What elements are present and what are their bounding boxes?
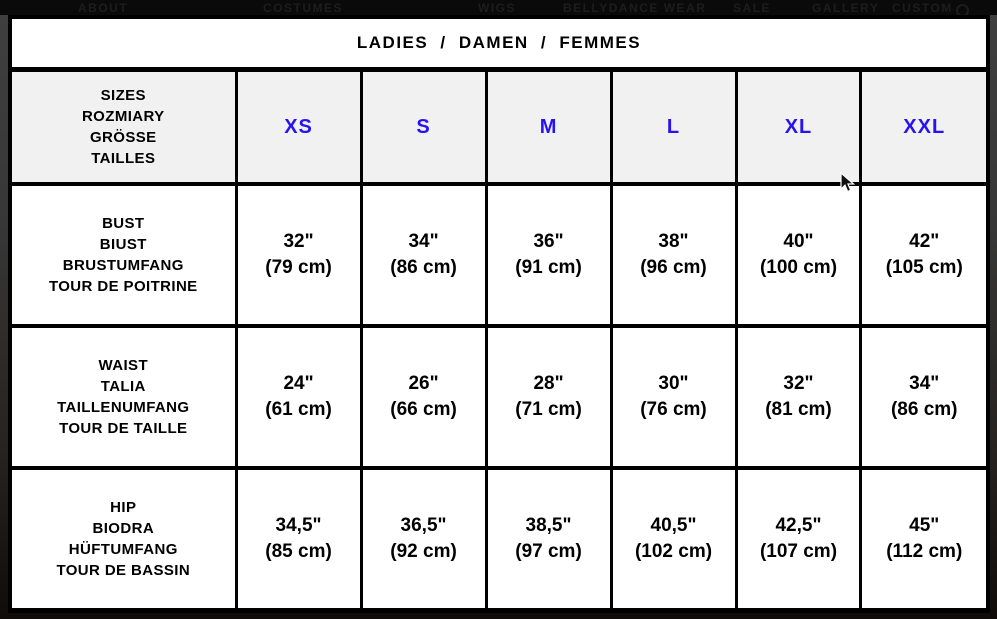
measurement-label-line: BIUST	[99, 236, 147, 253]
measurement-inches: 28"	[533, 373, 564, 394]
measurement-cell: 34" (86 cm)	[359, 182, 488, 328]
measurement-inches: 30"	[658, 373, 689, 394]
measurement-inches: 36,5"	[400, 515, 447, 536]
measurement-cm: (107 cm)	[759, 541, 838, 562]
measurement-label-line: HÜFTUMFANG	[68, 541, 178, 558]
measurement-row-label: HIP BIODRA HÜFTUMFANG TOUR DE BASSIN	[12, 466, 238, 608]
measurement-inches: 26"	[408, 373, 439, 394]
size-header-row: SIZES ROZMIARY GRÖSSE TAILLES XS S M L XL XXL	[12, 72, 986, 186]
measurement-cell: 34,5" (85 cm)	[234, 466, 363, 608]
chart-title: LADIES / DAMEN / FEMMES	[12, 19, 986, 72]
nav-item-wigs[interactable]: WIGS	[478, 1, 516, 15]
nav-item-custom[interactable]: CUSTOM	[892, 1, 953, 15]
measurement-cell: 28" (71 cm)	[484, 324, 613, 470]
measurement-cm: (61 cm)	[265, 399, 332, 420]
nav-item-sale[interactable]: SALE	[733, 1, 772, 15]
measurement-cm: (76 cm)	[640, 399, 707, 420]
size-column-header-xxl: XXL	[859, 72, 986, 186]
measurement-cell: 24" (61 cm)	[234, 324, 363, 470]
size-column-header-xs: XS	[234, 72, 363, 186]
measurement-cell: 38,5" (97 cm)	[484, 466, 613, 608]
measurement-cm: (91 cm)	[515, 257, 582, 278]
measurement-cm: (66 cm)	[390, 399, 457, 420]
measurement-inches: 42"	[909, 231, 940, 252]
measurement-cm: (112 cm)	[886, 541, 963, 562]
top-nav: ABOUT COSTUMES WIGS BELLYDANCE WEAR SALE…	[0, 0, 997, 15]
measurement-inches: 34"	[408, 231, 439, 252]
measurement-cm: (96 cm)	[640, 257, 707, 278]
page-background: LADIES / DAMEN / FEMMES SIZES ROZMIARY GRÖ…	[0, 15, 997, 619]
measurement-cell: 26" (66 cm)	[359, 324, 488, 470]
nav-item-about[interactable]: ABOUT	[78, 1, 129, 15]
measurement-cell: 38" (96 cm)	[609, 182, 738, 328]
measurement-inches: 40"	[783, 231, 814, 252]
measurement-cell: 42,5" (107 cm)	[734, 466, 863, 608]
measurement-cell: 32" (81 cm)	[734, 324, 863, 470]
measurement-inches: 36"	[533, 231, 564, 252]
measurement-cm: (97 cm)	[515, 541, 582, 562]
measurement-cm: (81 cm)	[765, 399, 832, 420]
measurement-label-line: TALIA	[100, 378, 146, 395]
size-column-header-xl: XL	[734, 72, 863, 186]
measurement-cm: (86 cm)	[890, 399, 958, 420]
measurement-inches: 24"	[283, 373, 314, 394]
sizes-label-cell: SIZES ROZMIARY GRÖSSE TAILLES	[12, 72, 238, 186]
account-icon[interactable]	[956, 4, 969, 15]
measurement-row: WAIST TALIA TAILLENUMFANG TOUR DE TAILLE 24"…	[12, 324, 986, 470]
measurement-row: HIP BIODRA HÜFTUMFANG TOUR DE BASSIN 34,5" (8…	[12, 466, 986, 608]
size-chart-card: LADIES / DAMEN / FEMMES SIZES ROZMIARY GRÖ…	[8, 15, 990, 613]
measurement-row-label: WAIST TALIA TAILLENUMFANG TOUR DE TAILLE	[12, 324, 238, 470]
measurement-inches: 40,5"	[650, 515, 697, 536]
measurement-label-line: BIODRA	[92, 520, 155, 537]
measurement-cell: 42" (105 cm)	[859, 182, 986, 328]
measurement-cell: 36,5" (92 cm)	[359, 466, 488, 608]
measurement-label-line: BRUSTUMFANG	[62, 257, 184, 274]
sizes-label-line: SIZES	[100, 87, 146, 104]
sizes-label-line: GRÖSSE	[89, 129, 157, 146]
measurement-inches: 38"	[658, 231, 689, 252]
measurement-label-line: HIP	[110, 499, 137, 516]
sizes-label-line: ROZMIARY	[81, 108, 165, 125]
measurement-inches: 45"	[909, 515, 940, 536]
measurement-cm: (79 cm)	[265, 257, 332, 278]
measurement-cm: (71 cm)	[515, 399, 582, 420]
measurement-cell: 40,5" (102 cm)	[609, 466, 738, 608]
measurement-cm: (102 cm)	[634, 541, 713, 562]
measurement-label-line: TAILLENUMFANG	[57, 399, 190, 416]
measurement-cell: 36" (91 cm)	[484, 182, 613, 328]
measurement-row: BUST BIUST BRUSTUMFANG TOUR DE POITRINE 32" (…	[12, 182, 986, 328]
size-column-header-s: S	[359, 72, 488, 186]
measurement-inches: 34"	[909, 373, 940, 394]
measurement-cm: (100 cm)	[759, 257, 838, 278]
measurement-cm: (105 cm)	[885, 257, 963, 278]
measurement-inches: 32"	[283, 231, 314, 252]
measurement-label-line: BUST	[102, 215, 145, 232]
measurement-cm: (86 cm)	[390, 257, 457, 278]
measurement-row-label: BUST BIUST BRUSTUMFANG TOUR DE POITRINE	[12, 182, 238, 328]
measurement-cell: 34" (86 cm)	[859, 324, 986, 470]
measurement-cell: 32" (79 cm)	[234, 182, 363, 328]
measurement-label-line: TOUR DE POITRINE	[48, 278, 198, 295]
measurement-cell: 45" (112 cm)	[859, 466, 986, 608]
size-column-header-l: L	[609, 72, 738, 186]
size-column-header-m: M	[484, 72, 613, 186]
measurement-cell: 30" (76 cm)	[609, 324, 738, 470]
nav-item-bellydance[interactable]: BELLYDANCE WEAR	[563, 1, 707, 15]
measurement-cm: (92 cm)	[390, 541, 457, 562]
nav-item-gallery[interactable]: GALLERY	[812, 1, 880, 15]
sizes-label-line: TAILLES	[91, 150, 156, 167]
measurement-inches: 42,5"	[775, 515, 822, 536]
measurement-inches: 38,5"	[525, 515, 572, 536]
measurement-label-line: WAIST	[98, 357, 149, 374]
measurement-inches: 34,5"	[275, 515, 322, 536]
measurement-label-line: TOUR DE BASSIN	[56, 562, 191, 579]
measurement-cm: (85 cm)	[265, 541, 332, 562]
measurement-label-line: TOUR DE TAILLE	[59, 420, 188, 437]
measurement-inches: 32"	[783, 373, 814, 394]
size-table: SIZES ROZMIARY GRÖSSE TAILLES XS S M L XL XXL BU…	[12, 72, 986, 608]
measurement-cell: 40" (100 cm)	[734, 182, 863, 328]
nav-item-costumes[interactable]: COSTUMES	[263, 1, 344, 15]
